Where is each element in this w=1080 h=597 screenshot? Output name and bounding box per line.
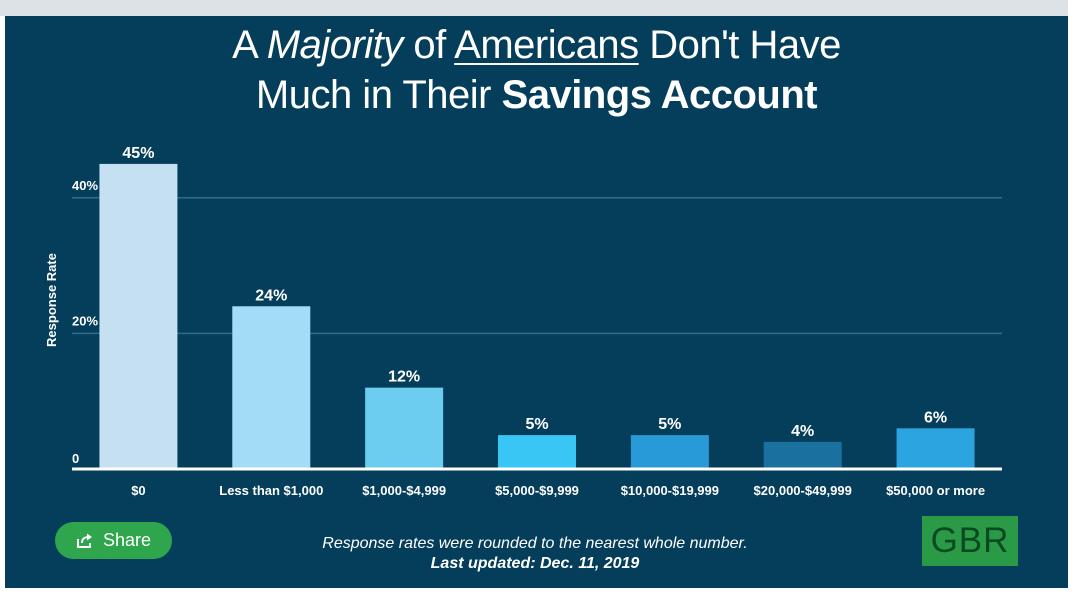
gbr-logo: GBR	[922, 516, 1018, 566]
title-text-much: Much in Their	[255, 73, 502, 117]
bar	[498, 435, 576, 469]
y-tick-label: 0	[72, 451, 79, 466]
x-tick-label: $10,000-$19,999	[621, 483, 719, 498]
data-label: 12%	[388, 369, 420, 386]
bar	[99, 163, 178, 469]
last-updated: Last updated: Dec. 11, 2019	[430, 555, 640, 572]
share-icon	[76, 533, 94, 549]
chart-title: A Majority of Americans Don't Have Much …	[5, 20, 1068, 120]
title-text-dont-have: Don't Have	[638, 23, 841, 67]
x-tick-label: $1,000-$4,999	[362, 483, 446, 498]
data-label: 5%	[658, 416, 681, 433]
data-label: 24%	[255, 287, 287, 304]
title-savings-account: Savings Account	[501, 73, 818, 117]
x-tick-label: Less than $1,000	[219, 483, 323, 498]
title-line-1: A Majority of Americans Don't Have	[5, 20, 1068, 70]
data-label: 45%	[122, 145, 154, 162]
bar	[896, 428, 975, 469]
grid-lines	[72, 197, 1002, 335]
y-axis-ticks: 0 20% 40%	[72, 178, 98, 466]
bars: 45% 24% 12% 5% 5% 4% 6%	[99, 145, 975, 469]
x-tick-label: $20,000-$49,999	[754, 483, 852, 498]
data-label: 6%	[924, 409, 947, 426]
x-tick-label: $0	[131, 483, 145, 498]
bar	[630, 435, 709, 469]
bar	[763, 441, 842, 469]
bar	[365, 387, 444, 469]
y-tick-label: 20%	[72, 313, 98, 328]
y-axis-label: Response Rate	[44, 253, 59, 347]
share-label: Share	[102, 530, 152, 550]
title-americans: Americans	[454, 23, 639, 67]
x-tick-label: $5,000-$9,999	[495, 483, 579, 498]
browser-top-bar	[0, 0, 1068, 16]
y-tick-label: 40%	[72, 178, 98, 193]
footer-note: Response rates were rounded to the neare…	[322, 535, 748, 552]
bar	[232, 306, 311, 469]
x-tick-label: $50,000 or more	[886, 483, 985, 498]
infographic-panel	[5, 16, 1068, 588]
data-label: 4%	[791, 423, 814, 440]
title-text-of: of	[402, 23, 455, 67]
title-majority: Majority	[266, 23, 404, 67]
title-text-a: A	[232, 23, 267, 67]
title-line-2: Much in Their Savings Account	[5, 70, 1068, 120]
footer-note-block: Response rates were rounded to the neare…	[235, 534, 835, 574]
share-button[interactable]: Share	[55, 522, 172, 559]
x-axis-ticks: $0 Less than $1,000 $1,000-$4,999 $5,000-$9…	[131, 483, 985, 498]
page-edge	[1068, 0, 1080, 597]
data-label: 5%	[525, 416, 548, 433]
